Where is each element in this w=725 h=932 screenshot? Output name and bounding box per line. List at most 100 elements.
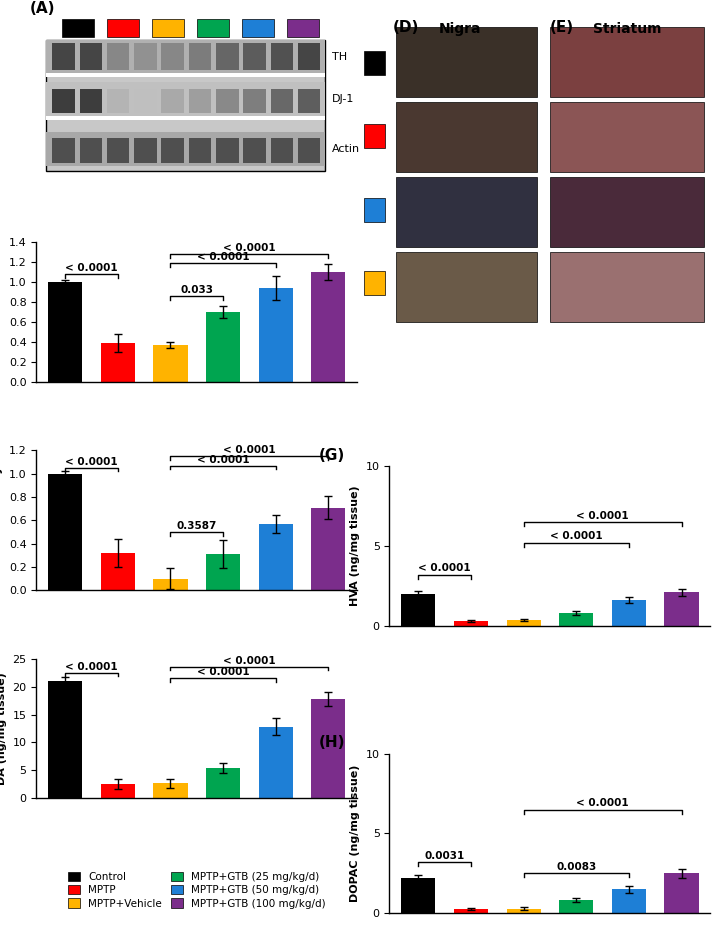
Bar <box>216 89 239 114</box>
Bar <box>270 138 293 163</box>
Text: < 0.0001: < 0.0001 <box>223 445 276 455</box>
Bar <box>364 271 384 295</box>
Bar <box>48 282 83 382</box>
Bar <box>311 272 346 382</box>
Text: 0.3587: 0.3587 <box>177 521 217 531</box>
Bar <box>152 19 184 37</box>
Text: 0.033: 0.033 <box>181 285 213 295</box>
Bar <box>550 252 704 322</box>
Bar <box>162 44 184 70</box>
Bar <box>507 909 541 913</box>
Bar <box>396 252 537 322</box>
Bar <box>270 89 293 114</box>
Bar <box>101 343 135 382</box>
Text: (H): (H) <box>319 735 345 750</box>
Bar <box>401 878 436 913</box>
Bar <box>52 44 75 70</box>
Text: Actin: Actin <box>331 144 360 154</box>
Legend: Control, MPTP, MPTP+Vehicle, MPTP+GTB (25 mg/kg/d), MPTP+GTB (50 mg/kg/d), MPTP+: Control, MPTP, MPTP+Vehicle, MPTP+GTB (2… <box>63 868 330 912</box>
Bar <box>550 27 704 97</box>
Bar <box>188 138 211 163</box>
Bar <box>46 132 326 166</box>
Bar <box>216 138 239 163</box>
Text: (E): (E) <box>550 21 574 35</box>
Text: < 0.0001: < 0.0001 <box>576 511 629 521</box>
Bar <box>244 138 266 163</box>
Bar <box>298 44 320 70</box>
Text: (G): (G) <box>319 447 345 463</box>
Text: < 0.0001: < 0.0001 <box>65 662 118 672</box>
Bar <box>298 89 320 114</box>
Text: TH: TH <box>331 51 347 62</box>
Bar <box>206 555 240 590</box>
Bar <box>46 40 326 73</box>
Text: < 0.0001: < 0.0001 <box>196 455 249 464</box>
Bar <box>550 177 704 247</box>
Bar <box>311 699 346 799</box>
Bar <box>80 138 102 163</box>
Bar <box>364 50 384 75</box>
Bar <box>454 910 488 913</box>
Y-axis label: Relative level of DJ-1: Relative level of DJ-1 <box>0 455 3 585</box>
Bar <box>559 899 593 913</box>
Bar <box>48 681 83 799</box>
Bar <box>107 19 139 37</box>
Text: < 0.0001: < 0.0001 <box>550 531 602 541</box>
Bar <box>154 345 188 382</box>
Text: < 0.0001: < 0.0001 <box>65 457 118 467</box>
Bar <box>46 116 326 120</box>
Bar <box>241 19 274 37</box>
Text: 0.0083: 0.0083 <box>556 862 597 872</box>
Bar <box>550 102 704 172</box>
Bar <box>80 89 102 114</box>
Bar <box>259 524 293 590</box>
Text: 0.0031: 0.0031 <box>425 851 465 861</box>
Bar <box>107 138 129 163</box>
Bar <box>188 44 211 70</box>
Bar <box>244 44 266 70</box>
Text: (A): (A) <box>30 1 55 16</box>
Text: (D): (D) <box>393 21 419 35</box>
Bar <box>46 40 326 171</box>
Bar <box>134 89 157 114</box>
Bar <box>206 768 240 799</box>
Text: Nigra: Nigra <box>439 21 481 35</box>
Bar <box>244 89 266 114</box>
Bar <box>396 102 537 172</box>
Bar <box>396 177 537 247</box>
Bar <box>454 621 488 625</box>
Bar <box>216 44 239 70</box>
Bar <box>154 783 188 799</box>
Bar <box>46 82 326 116</box>
Text: DJ-1: DJ-1 <box>331 94 354 104</box>
Bar <box>162 89 184 114</box>
Bar <box>206 312 240 382</box>
Bar <box>101 553 135 590</box>
Bar <box>664 873 699 913</box>
Y-axis label: HVA (ng/mg tissue): HVA (ng/mg tissue) <box>350 486 360 606</box>
Bar <box>62 19 94 37</box>
Y-axis label: DA (ng/mg tissue): DA (ng/mg tissue) <box>0 672 7 785</box>
Bar <box>507 620 541 625</box>
Text: < 0.0001: < 0.0001 <box>223 656 276 666</box>
Bar <box>364 124 384 148</box>
Text: < 0.0001: < 0.0001 <box>196 253 249 262</box>
Bar <box>101 785 135 799</box>
Text: < 0.0001: < 0.0001 <box>418 564 471 573</box>
Bar <box>298 138 320 163</box>
Text: Striatum: Striatum <box>593 21 661 35</box>
Text: < 0.0001: < 0.0001 <box>223 243 276 254</box>
Text: < 0.0001: < 0.0001 <box>196 667 249 678</box>
Bar <box>52 138 75 163</box>
Bar <box>162 138 184 163</box>
Bar <box>46 73 326 77</box>
Bar <box>664 592 699 625</box>
Bar <box>134 44 157 70</box>
Bar <box>48 473 83 590</box>
Bar <box>612 889 646 913</box>
Bar <box>559 613 593 625</box>
Y-axis label: Relative level of TH: Relative level of TH <box>0 252 3 373</box>
Bar <box>311 508 346 590</box>
Bar <box>134 138 157 163</box>
Bar <box>196 19 229 37</box>
